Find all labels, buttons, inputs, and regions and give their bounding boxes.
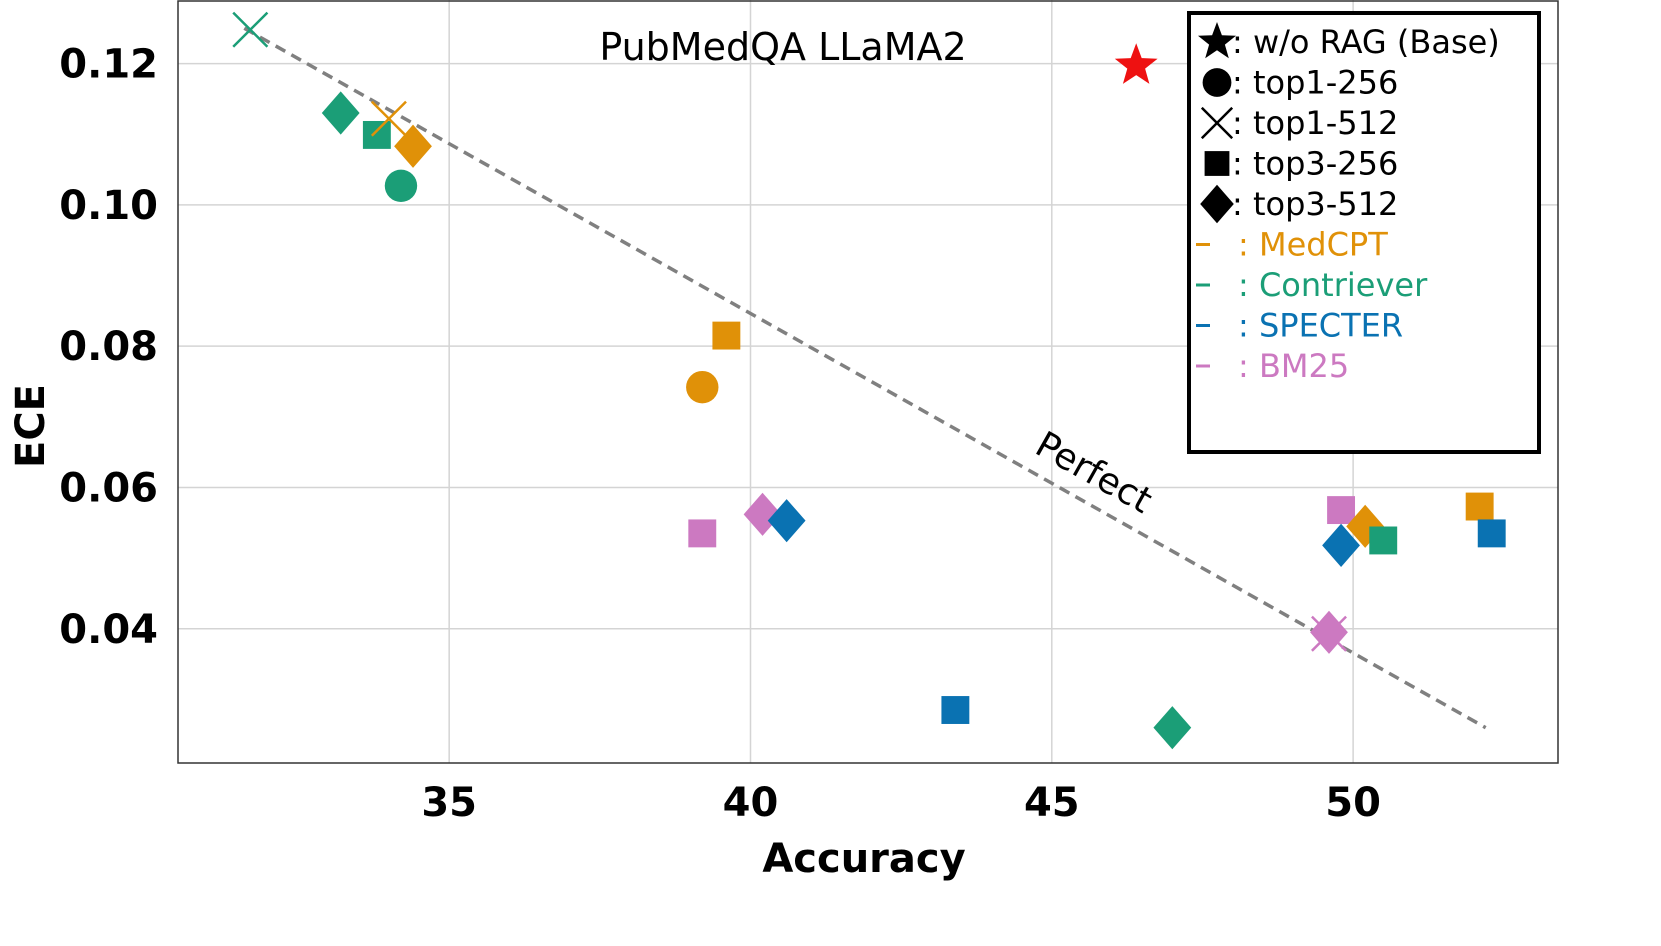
legend-label: : top3-256 — [1232, 145, 1398, 183]
bm25-square-point — [1327, 496, 1356, 525]
legend: : w/o RAG (Base): top1-256: top1-512: to… — [1187, 11, 1541, 454]
x-tick-labels: 35 40 45 50 — [421, 780, 1381, 826]
contriever-diamond-point — [1153, 706, 1192, 750]
medcpt-square-point — [712, 321, 741, 350]
legend-label: : BM25 — [1238, 347, 1349, 385]
x-axis-title: Accuracy — [762, 836, 965, 882]
medcpt-x-point — [370, 100, 407, 137]
x-tick-label: 45 — [1024, 780, 1080, 826]
specter-diamond-point — [1322, 523, 1360, 568]
medcpt-diamond-point — [1346, 504, 1385, 548]
legend-circle-marker — [1202, 68, 1232, 97]
medcpt-diamond-point — [394, 124, 432, 168]
y-tick-label: 0.10 — [59, 183, 158, 229]
contriever-circle-point — [384, 169, 418, 203]
bm25-x-point — [1311, 615, 1347, 652]
contriever-square-point — [362, 120, 391, 149]
plot-area — [177, 0, 1559, 764]
perfect-calibration-line — [243, 26, 1487, 730]
legend-square-marker — [1204, 151, 1230, 176]
legend-diamond-marker — [1200, 184, 1234, 224]
bm25-square-point — [688, 519, 717, 548]
y-axis-title: ECE — [8, 384, 54, 468]
y-tick-label: 0.12 — [59, 42, 158, 88]
contriever-diamond-point — [321, 91, 360, 135]
specter-square-point — [1477, 519, 1506, 548]
x-tick-label: 50 — [1325, 780, 1381, 826]
legend-items: : w/o RAG (Base): top1-256: top1-512: to… — [1196, 22, 1500, 385]
x-tick-label: 35 — [421, 780, 477, 826]
legend-box — [1187, 11, 1541, 454]
contriever-square-point — [1369, 526, 1398, 555]
legend-label: : SPECTER — [1238, 307, 1403, 345]
legend-label: : w/o RAG (Base) — [1232, 23, 1500, 61]
specter-diamond-point — [767, 499, 806, 543]
legend-star-marker — [1198, 22, 1236, 59]
legend-x-marker — [1200, 106, 1234, 140]
y-tick-label: 0.08 — [59, 324, 158, 370]
chart-title: PubMedQA LLaMA2 — [599, 25, 966, 69]
data-points — [232, 11, 1506, 750]
legend-label: : top3-512 — [1232, 185, 1398, 223]
legend-label: : Contriever — [1238, 266, 1428, 304]
specter-square-point — [941, 696, 970, 724]
y-tick-label: 0.04 — [59, 607, 158, 653]
y-tick-labels: 0.04 0.06 0.08 0.10 0.12 — [59, 42, 158, 653]
medcpt-circle-point — [686, 370, 719, 404]
base-star-point — [1114, 43, 1158, 84]
medcpt-square-point — [1465, 492, 1494, 521]
y-tick-label: 0.06 — [59, 465, 158, 511]
contriever-x-point — [232, 11, 269, 48]
legend-label: : top1-256 — [1232, 64, 1398, 102]
legend-label: : top1-512 — [1232, 104, 1398, 142]
legend-label: : MedCPT — [1238, 226, 1388, 264]
x-tick-label: 40 — [723, 780, 779, 826]
